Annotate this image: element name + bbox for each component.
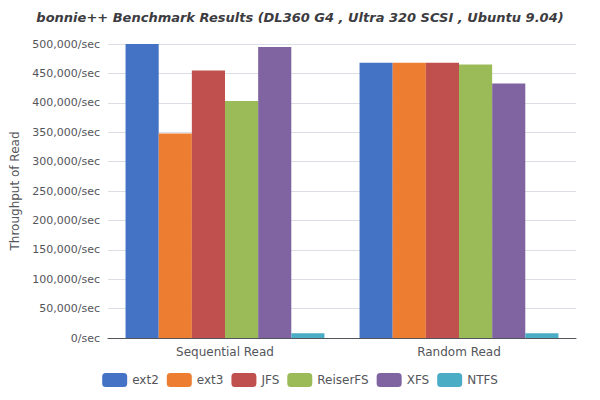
svg-text:Throughput of Read: Throughput of Read (8, 131, 22, 251)
svg-text:150,000/sec: 150,000/sec (32, 243, 100, 256)
svg-text:200,000/sec: 200,000/sec (32, 214, 100, 227)
svg-text:ext2: ext2 (132, 373, 159, 387)
svg-text:250,000/sec: 250,000/sec (32, 185, 100, 198)
svg-text:350,000/sec: 350,000/sec (32, 126, 100, 139)
svg-text:JFS: JFS (260, 373, 279, 387)
svg-text:50,000/sec: 50,000/sec (39, 302, 100, 315)
svg-text:NTFS: NTFS (467, 373, 498, 387)
svg-text:ReiserFS: ReiserFS (317, 373, 368, 387)
svg-text:bonnie++ Benchmark Results (DL: bonnie++ Benchmark Results (DL360 G4 , U… (36, 10, 563, 25)
svg-text:0/sec: 0/sec (71, 332, 100, 345)
svg-text:XFS: XFS (407, 373, 430, 387)
svg-text:100,000/sec: 100,000/sec (32, 273, 100, 286)
svg-text:400,000/sec: 400,000/sec (32, 96, 100, 109)
svg-text:500,000/sec: 500,000/sec (32, 38, 100, 51)
svg-text:Sequential Read: Sequential Read (176, 345, 274, 359)
svg-text:450,000/sec: 450,000/sec (32, 67, 100, 80)
svg-text:300,000/sec: 300,000/sec (32, 155, 100, 168)
svg-text:Random Read: Random Read (417, 345, 501, 359)
svg-text:ext3: ext3 (197, 373, 224, 387)
